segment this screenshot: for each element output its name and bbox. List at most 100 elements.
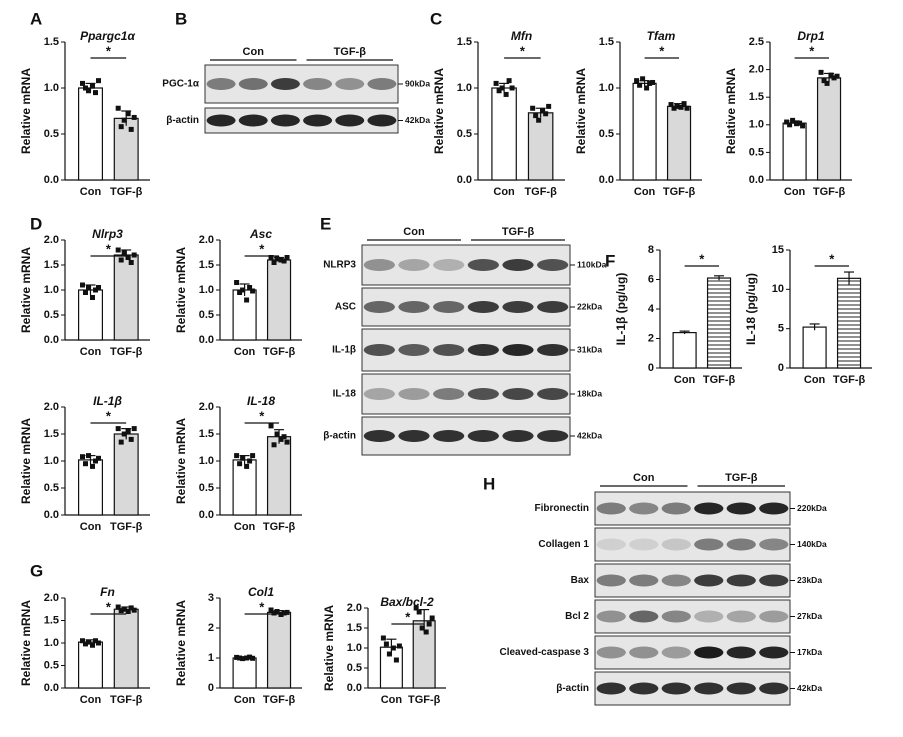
x-tick-label: Con: [80, 346, 102, 358]
blot-band: [694, 538, 724, 551]
data-point: [131, 426, 137, 432]
data-point: [419, 625, 425, 631]
data-point: [237, 290, 243, 295]
bar: [672, 332, 697, 369]
bar: [77, 87, 103, 181]
blot-strip: [204, 107, 399, 134]
data-point: [90, 295, 95, 300]
y-axis-label: Relative mRNA: [322, 605, 336, 691]
data-point: [281, 258, 287, 264]
y-tick-label: 1.5: [599, 36, 614, 48]
blot-band: [398, 388, 430, 400]
significance: *: [405, 609, 411, 624]
blot-band: [367, 114, 397, 127]
blot-band: [596, 502, 626, 515]
data-point: [386, 651, 392, 657]
y-tick-label: 0.0: [457, 174, 472, 186]
bar: [491, 87, 517, 181]
data-point: [543, 111, 549, 117]
y-tick-label: 2.0: [749, 64, 764, 76]
blot-band: [335, 114, 365, 127]
blot-band: [303, 78, 333, 90]
blot-band: [596, 574, 626, 587]
data-point: [684, 105, 690, 111]
bar: [266, 436, 292, 516]
y-tick-label: 1.5: [44, 428, 59, 440]
bar: [232, 657, 257, 689]
y-tick-label: 0.0: [44, 682, 59, 694]
blot-band: [537, 259, 569, 271]
chart-title: IL-18: [247, 394, 275, 408]
blot-band: [726, 682, 756, 695]
data-point: [121, 431, 127, 437]
protein-label: ASC: [335, 302, 356, 313]
y-tick-label: 1.5: [199, 259, 214, 271]
size-label: 140kDa: [797, 539, 827, 549]
y-tick-label: 1.0: [199, 455, 214, 467]
size-label: 90kDa: [405, 78, 430, 88]
y-tick-label: 2.0: [199, 401, 214, 413]
blot-band: [726, 502, 756, 515]
chart-title: Mfn: [511, 29, 532, 43]
blot-band: [629, 682, 659, 695]
blot-strip: [594, 491, 791, 526]
data-point: [96, 640, 101, 646]
y-tick-label: 3: [208, 592, 214, 604]
blot-band: [661, 538, 691, 551]
y-tick-label: 1.0: [347, 642, 362, 654]
blot-band: [502, 344, 534, 356]
data-point: [644, 85, 650, 91]
blot-band: [629, 610, 659, 623]
blot-strip: [361, 244, 571, 286]
blot-band: [206, 114, 236, 127]
significance: *: [829, 251, 835, 266]
y-tick-label: 1.5: [44, 259, 59, 271]
blot-band: [502, 388, 534, 400]
x-tick-label: TGF-β: [110, 694, 143, 706]
data-point: [640, 76, 646, 82]
blot-band: [661, 610, 691, 623]
blot-band: [596, 538, 626, 551]
y-tick-label: 1.5: [199, 428, 214, 440]
chart-title: Nlrp3: [92, 227, 123, 241]
size-label: 27kDa: [797, 611, 822, 621]
data-point: [244, 463, 250, 469]
data-point: [681, 101, 687, 107]
x-tick-label: Con: [493, 186, 515, 198]
data-point: [121, 606, 127, 612]
y-axis-label: Relative mRNA: [174, 247, 188, 333]
x-tick-label: Con: [784, 186, 806, 198]
data-point: [237, 655, 243, 661]
blot-band: [335, 78, 365, 90]
y-tick-label: 1.0: [44, 637, 59, 649]
y-tick-label: 6: [648, 273, 654, 285]
blot-strip: [594, 635, 791, 670]
blot-band: [726, 574, 756, 587]
data-point: [278, 612, 284, 617]
data-point: [93, 638, 98, 644]
y-axis-label: IL-18 (pg/ug): [744, 273, 758, 345]
y-axis-label: Relative mRNA: [724, 68, 738, 154]
data-point: [268, 255, 274, 260]
data-point: [118, 257, 124, 263]
data-point: [128, 260, 134, 265]
data-point: [380, 635, 386, 641]
size-label: 31kDa: [577, 344, 602, 354]
y-axis-label: Relative mRNA: [174, 418, 188, 504]
data-point: [96, 455, 101, 461]
y-axis-label: Relative mRNA: [174, 600, 188, 686]
size-label: 23kDa: [797, 575, 822, 585]
data-point: [834, 73, 840, 79]
blot-band: [398, 430, 430, 442]
y-tick-label: 0.5: [749, 146, 764, 158]
blot-band: [694, 502, 724, 515]
size-label: 22kDa: [577, 301, 602, 311]
data-point: [118, 124, 124, 130]
data-point: [284, 255, 290, 260]
x-tick-label: TGF-β: [813, 186, 846, 198]
data-point: [271, 442, 277, 448]
data-point: [90, 642, 95, 648]
x-tick-label: Con: [234, 694, 256, 706]
blot-strip: [204, 64, 399, 104]
blot-band: [502, 259, 534, 271]
